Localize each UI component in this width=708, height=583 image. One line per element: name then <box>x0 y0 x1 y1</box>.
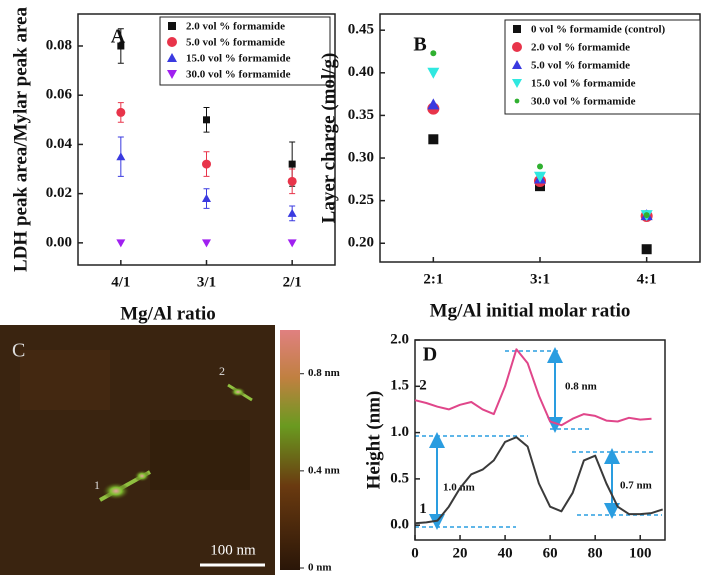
marker <box>287 208 297 217</box>
y-tick-label: 0.08 <box>46 37 72 53</box>
panel-label: B <box>413 34 426 56</box>
marker <box>288 160 296 168</box>
marker <box>116 152 126 161</box>
scale-bar-label: 100 nm <box>210 542 256 558</box>
y-tick-label: 0.45 <box>348 22 374 38</box>
marker <box>167 53 177 62</box>
y-tick-label: 0.20 <box>348 235 374 251</box>
colorbar-tick-label: 0.4 nm <box>308 464 340 476</box>
afm-feature <box>102 482 130 500</box>
marker <box>641 244 652 255</box>
y-axis-label: LDH peak area/Mylar peak area <box>10 7 31 272</box>
marker <box>427 98 440 110</box>
x-tick-label: 4:1 <box>637 271 657 287</box>
marker <box>287 176 297 186</box>
legend-box <box>159 16 331 86</box>
legend-label: 2.0 vol % formamide <box>531 42 630 54</box>
x-axis-label: Mg/Al ratio <box>120 303 216 324</box>
legend-label: 5.0 vol % formamide <box>186 37 285 49</box>
x-tick-label: 2/1 <box>283 274 302 290</box>
marker <box>430 50 437 57</box>
x-tick-label: 3/1 <box>197 274 216 290</box>
legend-label: 15.0 vol % formamide <box>531 78 636 90</box>
afm-texture <box>150 420 250 490</box>
profile-line <box>414 348 652 427</box>
marker <box>534 171 546 183</box>
x-tick-label: 80 <box>588 545 603 561</box>
legend-label: 0 vol % formamide (control) <box>531 24 666 36</box>
x-axis-label: Mg/Al initial molar ratio <box>430 300 631 321</box>
colorbar <box>280 330 300 570</box>
afm-feature <box>134 470 150 482</box>
legend-label: 30.0 vol % formamide <box>186 69 291 81</box>
marker <box>168 22 176 30</box>
y-tick-label: 0.30 <box>348 149 374 165</box>
x-tick-label: 60 <box>543 545 558 561</box>
y-tick-label: 0.02 <box>46 185 72 201</box>
marker <box>537 163 543 170</box>
y-axis-label: Height (nm) <box>363 391 384 490</box>
panel-label: A <box>111 26 126 48</box>
feature-label: 2 <box>219 364 225 378</box>
colorbar-tick-label: 0 nm <box>308 562 332 574</box>
x-tick-label: 100 <box>629 545 652 561</box>
panel-label: D <box>423 344 437 366</box>
marker <box>117 42 125 50</box>
x-tick-label: 0 <box>411 545 419 561</box>
y-tick-label: 1.5 <box>390 378 409 394</box>
marker <box>514 98 520 104</box>
marker <box>116 239 126 248</box>
y-axis-label: Layer charge (mol/g) <box>318 53 339 224</box>
marker <box>203 116 210 124</box>
afm-texture <box>20 350 110 410</box>
x-tick-label: 40 <box>498 545 513 561</box>
y-tick-label: 2.0 <box>390 331 409 347</box>
marker <box>287 239 297 248</box>
marker <box>202 194 211 203</box>
annotation: 0.7 nm <box>620 480 652 492</box>
marker <box>512 60 522 69</box>
marker <box>116 107 126 117</box>
annotation: 0.8 nm <box>565 381 597 393</box>
annotation: 1.0 nm <box>443 482 475 494</box>
legend-box <box>504 19 701 115</box>
y-tick-label: 0.25 <box>348 192 374 208</box>
panel-label: C <box>12 340 25 362</box>
marker <box>512 79 522 88</box>
x-tick-label: 2:1 <box>423 271 443 287</box>
y-tick-label: 0.40 <box>348 64 374 80</box>
y-tick-label: 0.35 <box>348 107 374 123</box>
y-tick-label: 0.5 <box>390 470 409 486</box>
x-tick-label: 20 <box>453 545 468 561</box>
y-tick-label: 0.00 <box>46 234 72 250</box>
marker <box>643 212 650 219</box>
marker <box>427 67 440 79</box>
marker <box>513 25 521 33</box>
colorbar-tick-label: 0.8 nm <box>308 367 340 379</box>
legend-label: 5.0 vol % formamide <box>531 60 630 72</box>
legend-label: 2.0 vol % formamide <box>186 21 285 33</box>
legend-label: 30.0 vol % formamide <box>531 96 636 108</box>
profile-line <box>414 436 664 525</box>
marker <box>202 239 211 248</box>
marker <box>167 37 177 47</box>
marker <box>428 134 439 145</box>
marker <box>202 159 211 169</box>
legend-label: 15.0 vol % formamide <box>186 53 291 65</box>
afm-feature <box>230 387 246 397</box>
marker <box>167 70 177 79</box>
y-tick-label: 0.04 <box>46 136 73 152</box>
feature-label: 1 <box>94 478 100 492</box>
y-tick-label: 1.0 <box>390 424 409 440</box>
y-tick-label: 0.0 <box>390 517 409 533</box>
y-tick-label: 0.06 <box>46 87 73 103</box>
x-axis-label: nm <box>527 578 554 583</box>
plot-frame <box>414 339 666 541</box>
marker <box>512 42 522 52</box>
series-label: 1 <box>419 501 427 517</box>
x-tick-label: 3:1 <box>530 271 550 287</box>
series-label: 2 <box>419 378 427 394</box>
x-tick-label: 4/1 <box>111 274 130 290</box>
